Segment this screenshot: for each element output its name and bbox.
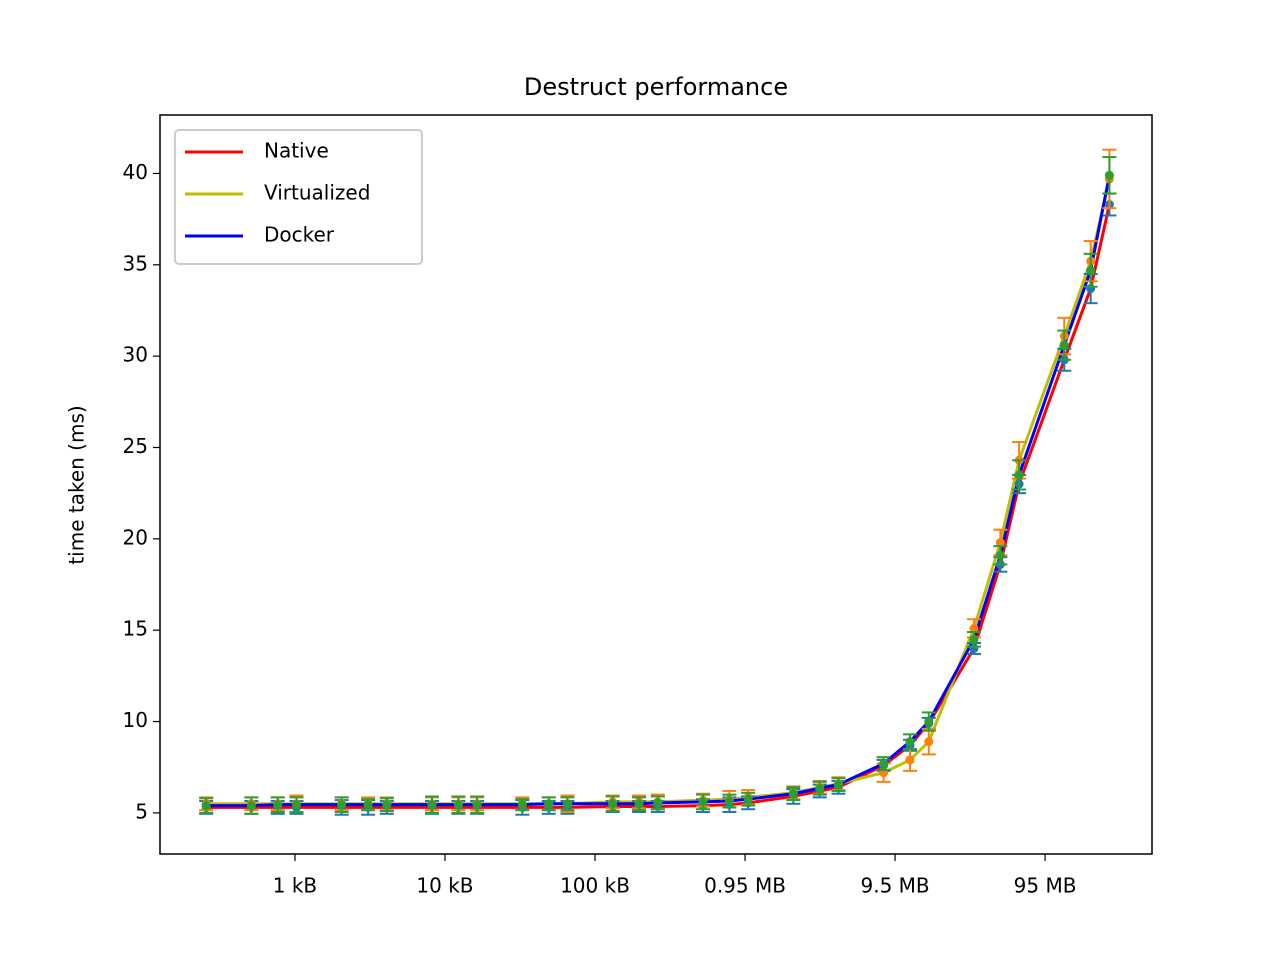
y-tick-label: 10: [123, 708, 148, 732]
data-point: [634, 799, 644, 809]
data-point: [995, 550, 1005, 560]
data-point: [1059, 340, 1069, 350]
data-point: [608, 799, 618, 809]
data-point: [924, 737, 934, 747]
x-tick-label: 0.95 MB: [704, 874, 786, 898]
data-point: [1086, 265, 1096, 275]
y-tick-label: 30: [123, 343, 148, 367]
data-point: [1104, 170, 1114, 180]
chart-title: Destruct performance: [524, 73, 788, 101]
y-tick-label: 15: [123, 617, 148, 641]
x-tick-label: 10 kB: [416, 874, 473, 898]
data-point: [472, 800, 482, 810]
x-tick-label: 1 kB: [273, 874, 317, 898]
data-point: [743, 794, 753, 804]
data-point: [292, 800, 302, 810]
data-point: [562, 799, 572, 809]
data-point: [788, 789, 798, 799]
data-point: [427, 800, 437, 810]
legend-label: Native: [264, 139, 329, 163]
y-tick-label: 35: [123, 251, 148, 275]
data-point: [1014, 470, 1024, 480]
legend-box: [174, 129, 423, 265]
y-tick-label: 5: [135, 799, 148, 823]
data-point: [905, 737, 915, 747]
data-point: [517, 800, 527, 810]
x-tick-label: 100 kB: [560, 874, 630, 898]
y-axis-label: time taken (ms): [65, 405, 89, 564]
data-point: [995, 538, 1005, 548]
data-point: [201, 801, 211, 811]
plot-frame: [159, 114, 1153, 855]
data-point: [544, 799, 554, 809]
legend-label: Docker: [264, 223, 335, 247]
x-tick-label: 9.5 MB: [860, 874, 929, 898]
data-point: [833, 780, 843, 790]
data-point: [337, 800, 347, 810]
data-point: [969, 634, 979, 644]
data-point: [924, 717, 934, 727]
data-point: [724, 796, 734, 806]
data-point: [969, 623, 979, 633]
data-point: [653, 798, 663, 808]
data-point: [905, 755, 915, 765]
data-point: [273, 800, 283, 810]
data-point: [698, 797, 708, 807]
data-point: [246, 801, 256, 811]
data-point: [382, 800, 392, 810]
data-point: [363, 800, 373, 810]
data-point: [879, 759, 889, 769]
legend-label: Virtualized: [264, 181, 370, 205]
y-tick-label: 40: [123, 160, 148, 184]
data-point: [453, 800, 463, 810]
x-tick-label: 95 MB: [1014, 874, 1077, 898]
y-tick-label: 20: [123, 525, 148, 549]
data-point: [815, 783, 825, 793]
y-tick-label: 25: [123, 434, 148, 458]
